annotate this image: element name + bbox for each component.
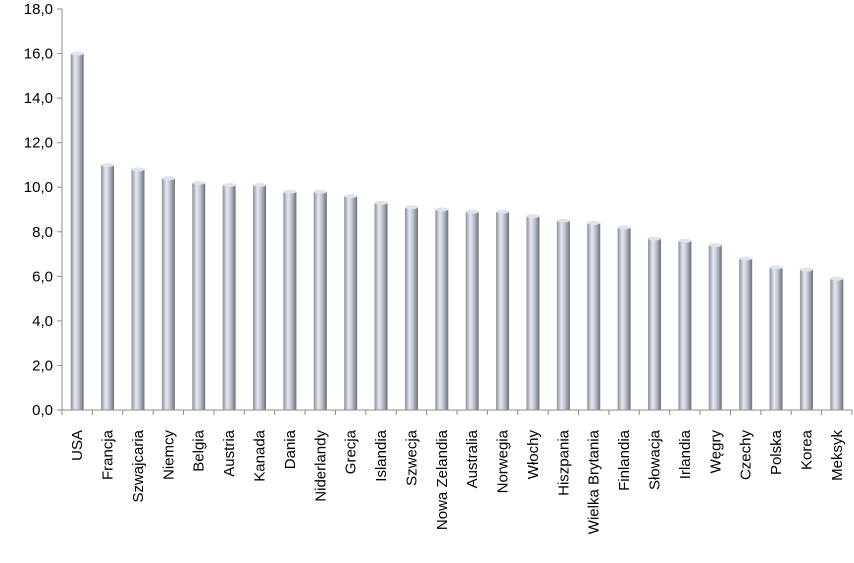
bar-cap: [708, 243, 722, 248]
bar-cap: [131, 167, 145, 172]
bar-usa: [70, 53, 84, 411]
x-tick-label: Węgry: [707, 430, 724, 474]
bar-cap: [404, 205, 418, 210]
bar-cap: [283, 189, 297, 194]
bar-kanada: [253, 184, 266, 410]
bar-cap: [313, 189, 327, 194]
y-tick-label: 16,0: [24, 46, 53, 63]
x-tick-label: Szwecja: [403, 429, 420, 486]
bar-wielka-brytania: [587, 222, 601, 410]
x-tick-label: Grecja: [343, 429, 360, 474]
x-tick-label: Austria: [221, 429, 238, 476]
x-tick-label: Słowacja: [647, 429, 664, 490]
bar-szwajcaria: [131, 169, 145, 410]
x-tick-label: Korea: [798, 429, 815, 470]
x-tick-label: Czechy: [738, 430, 755, 481]
bar-cap: [830, 276, 844, 281]
bar-szwecja: [404, 207, 418, 410]
y-tick-label: 0,0: [32, 402, 53, 419]
y-tick-label: 4,0: [32, 313, 53, 330]
bar-cap: [435, 207, 449, 212]
x-tick-label: Islandia: [373, 429, 390, 481]
bar-dania: [283, 191, 297, 410]
y-tick-label: 10,0: [24, 179, 53, 196]
x-tick-label: Australia: [464, 429, 481, 488]
bar-cap: [556, 218, 570, 223]
bar-cap: [678, 238, 692, 243]
bar-norwegia: [496, 211, 510, 410]
x-tick-label: Dania: [282, 429, 299, 469]
bar-słowacja: [648, 238, 661, 410]
y-tick-label: 14,0: [24, 90, 53, 107]
bar-niemcy: [161, 178, 175, 410]
bar-islandia: [374, 202, 388, 410]
bars-group: [70, 51, 844, 411]
bar-cap: [222, 182, 236, 187]
x-tick-label: Francja: [100, 429, 117, 480]
bar-polska: [769, 267, 783, 410]
bar-cap: [192, 180, 206, 185]
y-axis-ticks: 0,0 2,0 4,0 6,0 8,0 10,0 12,0 14,0 16,0 18,0: [24, 1, 853, 419]
bar-niderlandy: [313, 191, 327, 410]
bar-czechy: [739, 258, 753, 410]
bar-cap: [374, 200, 388, 205]
bar-cap: [617, 225, 631, 230]
x-tick-label: Wielka Brytania: [586, 429, 603, 534]
bar-austria: [222, 184, 236, 410]
bar-grecja: [344, 196, 358, 410]
bar-nowa-zelandia: [435, 209, 449, 410]
bar-cap: [799, 267, 813, 272]
x-axis-labels: USA Francja Szwajcaria Niemcy Belgia Austria K…: [69, 429, 846, 534]
y-tick-label: 6,0: [32, 268, 53, 285]
bar-cap: [648, 236, 661, 241]
x-tick-label: Niderlandy: [312, 430, 329, 502]
bar-cap: [465, 209, 479, 214]
x-tick-label: Polska: [768, 429, 785, 475]
y-tick-label: 8,0: [32, 224, 53, 241]
x-tick-label: Nowa Zelandia: [434, 429, 451, 530]
bar-cap: [496, 209, 510, 214]
x-tick-label: Niemcy: [160, 430, 177, 481]
x-tick-label: Irlandia: [677, 429, 694, 479]
bar-włochy: [526, 216, 540, 410]
x-tick-label: USA: [69, 430, 86, 461]
bar-korea: [799, 269, 813, 410]
bar-francja: [101, 164, 115, 410]
bar-węgry: [708, 245, 722, 410]
bar-irlandia: [678, 240, 692, 410]
x-tick-label: Norwegia: [495, 429, 512, 493]
x-tick-label: Szwajcaria: [130, 429, 147, 502]
y-tick-label: 18,0: [24, 1, 53, 18]
bar-cap: [739, 256, 753, 261]
y-tick-label: 12,0: [24, 135, 53, 152]
bar-cap: [769, 265, 783, 270]
bar-meksyk: [830, 278, 844, 410]
bar-hiszpania: [556, 220, 570, 410]
bar-cap: [526, 214, 540, 219]
y-tick-label: 2,0: [32, 357, 53, 374]
bar-belgia: [192, 182, 206, 410]
bar-cap: [587, 220, 601, 225]
bar-finlandia: [617, 227, 631, 410]
x-tick-label: Włochy: [525, 430, 542, 480]
x-tick-label: Meksyk: [829, 430, 846, 481]
bar-australia: [465, 211, 479, 410]
x-tick-label: Finlandia: [616, 429, 633, 491]
bar-cap: [101, 162, 115, 167]
bar-cap: [344, 194, 358, 199]
x-tick-label: Hiszpania: [555, 429, 572, 496]
x-tick-label: Belgia: [191, 429, 208, 471]
bar-cap: [70, 51, 84, 56]
bar-cap: [253, 182, 266, 187]
x-tick-label: Kanada: [252, 429, 269, 481]
bar-cap: [161, 176, 175, 181]
